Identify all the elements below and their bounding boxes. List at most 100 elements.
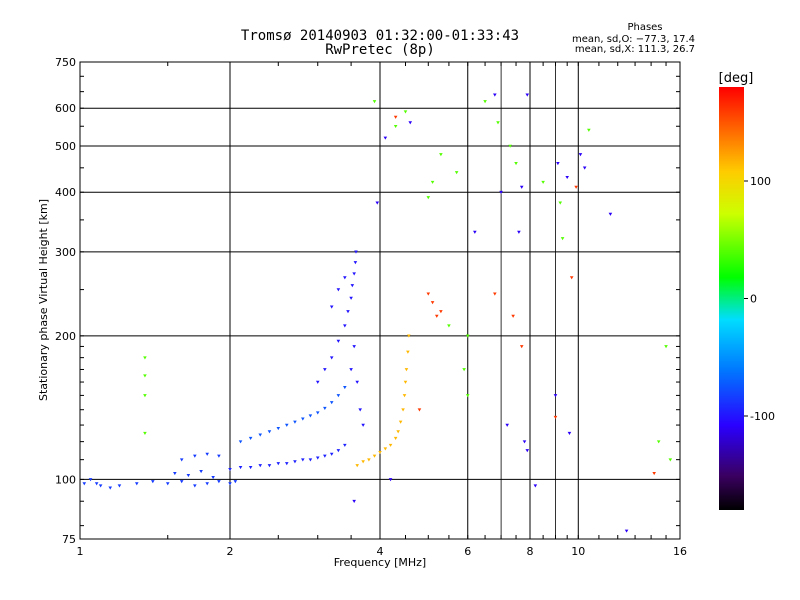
data-point: [323, 368, 327, 372]
data-point: [514, 161, 518, 166]
data-point: [383, 136, 388, 140]
data-point: [396, 430, 400, 434]
data-point: [388, 478, 393, 482]
colorbar-tick-label: -100: [750, 410, 775, 423]
y-tick-label: 300: [55, 246, 76, 259]
data-point: [417, 408, 422, 412]
data-point: [403, 380, 408, 384]
data-point: [473, 230, 477, 234]
data-point: [179, 458, 184, 462]
data-point: [343, 324, 347, 328]
data-point: [407, 334, 411, 338]
data-point: [193, 454, 197, 458]
data-point: [408, 121, 413, 125]
grid-lines: [80, 62, 680, 539]
data-point: [293, 420, 297, 424]
data-point: [336, 288, 341, 292]
data-point: [519, 185, 524, 189]
data-point: [587, 128, 591, 132]
data-point: [352, 345, 356, 349]
colorbar: [719, 87, 744, 510]
data-point: [401, 408, 405, 412]
y-tick-label: 600: [55, 102, 76, 115]
data-point: [439, 153, 443, 157]
data-point: [430, 301, 435, 305]
data-point: [403, 110, 408, 114]
data-point: [143, 431, 147, 435]
phases-title: Phases: [627, 22, 662, 33]
data-point: [522, 440, 527, 444]
data-point: [233, 480, 238, 484]
data-point: [393, 115, 398, 119]
data-point: [308, 458, 313, 462]
data-point: [267, 430, 272, 434]
colorbar-label: [deg]: [719, 71, 754, 86]
data-point: [228, 482, 232, 486]
data-point: [323, 454, 327, 458]
data-point: [352, 499, 356, 504]
data-point: [426, 292, 431, 296]
data-point: [624, 529, 629, 533]
data-point: [293, 460, 297, 464]
colorbar-tick-label: 100: [750, 175, 771, 188]
y-tick-label: 100: [55, 473, 76, 486]
data-point: [353, 261, 358, 265]
data-point: [496, 121, 500, 125]
data-point: [323, 406, 327, 411]
phases-o-stats: mean, sd,O: −77.3, 17.4: [572, 34, 695, 45]
data-point: [143, 394, 147, 398]
data-point: [565, 175, 569, 180]
data-point: [98, 484, 103, 488]
data-point: [525, 93, 530, 97]
data-point: [574, 185, 578, 189]
data-point: [173, 471, 177, 476]
data-point: [517, 230, 521, 234]
data-point: [465, 334, 470, 338]
data-point: [402, 394, 407, 398]
data-point: [406, 350, 410, 354]
y-tick-label: 400: [55, 186, 76, 199]
data-point: [267, 464, 272, 468]
y-axis-label: Stationary phase Virtual Height [km]: [37, 199, 50, 401]
data-point: [375, 201, 380, 205]
data-point: [388, 443, 393, 447]
data-point: [668, 458, 673, 462]
data-point: [350, 284, 355, 288]
data-point: [276, 462, 281, 466]
x-tick-label: 8: [527, 545, 534, 558]
data-point: [393, 436, 398, 441]
data-point: [88, 478, 93, 482]
data-point: [378, 450, 382, 455]
data-point: [398, 420, 403, 424]
y-tick-label: 75: [62, 533, 76, 546]
data-point: [284, 462, 289, 466]
x-tick-label: 10: [571, 545, 585, 558]
data-point: [483, 100, 487, 104]
data-point: [151, 480, 155, 484]
data-point: [519, 345, 524, 349]
data-point: [430, 180, 435, 184]
data-point: [541, 180, 545, 184]
data-point: [329, 401, 334, 405]
axis-ticks: 1 2 4 6 8 10 16 75 100 200 300 400 500 600 750: [55, 56, 687, 558]
data-point: [578, 153, 583, 157]
data-point: [94, 482, 99, 486]
data-point: [372, 454, 377, 458]
x-tick-label: 16: [673, 545, 687, 558]
data-point: [560, 237, 565, 241]
x-tick-label: 1: [77, 545, 84, 558]
data-point: [248, 466, 253, 470]
data-point: [301, 458, 305, 462]
data-point: [493, 93, 497, 97]
data-point: [505, 423, 509, 427]
x-tick-label: 2: [227, 545, 234, 558]
data-point: [343, 443, 347, 447]
data-point: [217, 480, 221, 484]
data-point: [355, 464, 359, 468]
data-point: [493, 292, 497, 296]
data-point: [426, 196, 431, 200]
data-point: [343, 385, 347, 390]
data-point: [404, 368, 409, 372]
data-point: [553, 415, 558, 420]
